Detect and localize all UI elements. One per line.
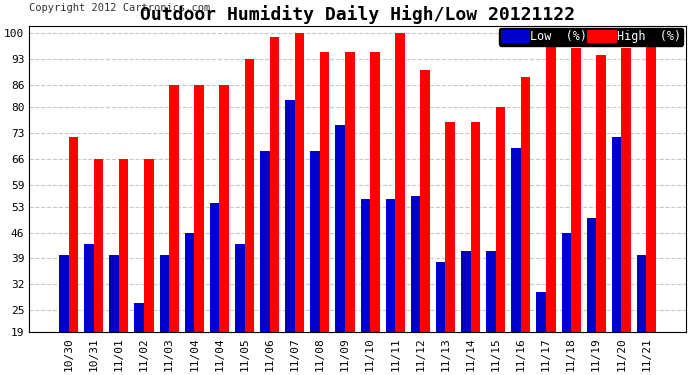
Bar	[295, 33, 304, 375]
Bar	[144, 159, 154, 375]
Bar	[511, 148, 521, 375]
Bar	[596, 55, 606, 375]
Bar	[386, 199, 395, 375]
Bar	[320, 52, 329, 375]
Bar	[119, 159, 128, 375]
Bar	[260, 151, 270, 375]
Bar	[647, 33, 656, 375]
Bar	[571, 48, 580, 375]
Bar	[135, 303, 144, 375]
Bar	[536, 292, 546, 375]
Bar	[411, 196, 420, 375]
Bar	[219, 85, 229, 375]
Bar	[521, 77, 531, 375]
Bar	[59, 255, 69, 375]
Bar	[94, 159, 104, 375]
Bar	[612, 136, 621, 375]
Bar	[109, 255, 119, 375]
Bar	[69, 136, 78, 375]
Bar	[420, 70, 430, 375]
Bar	[169, 85, 179, 375]
Bar	[486, 251, 495, 375]
Bar	[244, 59, 254, 375]
Text: Copyright 2012 Cartronics.com: Copyright 2012 Cartronics.com	[29, 3, 210, 13]
Legend: Low  (%), High  (%): Low (%), High (%)	[499, 28, 684, 46]
Bar	[285, 100, 295, 375]
Bar	[159, 255, 169, 375]
Bar	[361, 199, 370, 375]
Bar	[370, 52, 380, 375]
Bar	[84, 244, 94, 375]
Bar	[471, 122, 480, 375]
Bar	[185, 232, 195, 375]
Bar	[335, 125, 345, 375]
Bar	[345, 52, 355, 375]
Bar	[495, 107, 505, 375]
Bar	[446, 122, 455, 375]
Bar	[461, 251, 471, 375]
Bar	[621, 48, 631, 375]
Bar	[637, 255, 647, 375]
Bar	[546, 33, 555, 375]
Bar	[562, 232, 571, 375]
Bar	[210, 203, 219, 375]
Bar	[436, 262, 446, 375]
Bar	[195, 85, 204, 375]
Title: Outdoor Humidity Daily High/Low 20121122: Outdoor Humidity Daily High/Low 20121122	[140, 5, 575, 24]
Bar	[235, 244, 244, 375]
Bar	[586, 218, 596, 375]
Bar	[310, 151, 320, 375]
Bar	[395, 33, 405, 375]
Bar	[270, 37, 279, 375]
